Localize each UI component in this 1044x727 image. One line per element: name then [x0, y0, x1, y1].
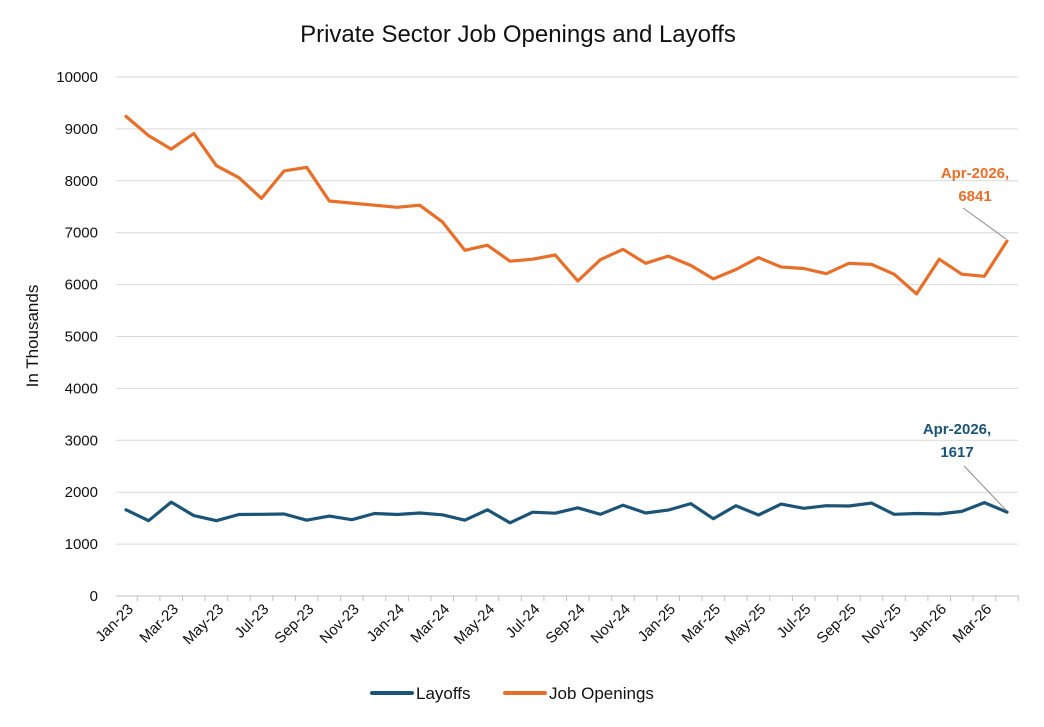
annotation-label: Apr-2026, — [941, 165, 1009, 182]
x-tick-label: Jul-23 — [231, 601, 272, 642]
y-axis-title: In Thousands — [23, 285, 42, 388]
x-tick-label: Sep-25 — [813, 601, 859, 647]
gridlines — [116, 76, 1018, 545]
x-tick-label: Sep-24 — [542, 601, 588, 647]
annotation-value: 1617 — [940, 444, 973, 461]
x-tick-label: Sep-23 — [271, 601, 317, 647]
x-tick-label: Jan-25 — [635, 601, 679, 645]
data-annotations: Apr-2026, 6841 Apr-2026, 1617 — [923, 165, 1009, 511]
x-tick-label: Nov-24 — [588, 601, 634, 647]
annotation-leader-line — [963, 465, 1007, 511]
y-tick-label: 1000 — [65, 536, 98, 553]
y-axis-ticks: 0 1000 2000 3000 4000 5000 6000 7000 8000 9000 100… — [56, 69, 98, 605]
legend: Layoffs Job Openings — [370, 684, 654, 703]
x-axis — [116, 595, 1019, 601]
x-tick-label: May-23 — [180, 601, 227, 648]
annotation-value: 6841 — [958, 188, 991, 205]
x-tick-label: May-25 — [722, 601, 769, 648]
legend-label: Layoffs — [416, 684, 471, 703]
y-tick-label: 0 — [90, 588, 98, 605]
y-tick-label: 4000 — [65, 380, 98, 397]
x-tick-label: Jan-23 — [92, 601, 136, 645]
x-tick-label: Mar-26 — [950, 601, 996, 647]
annotation-leader-line — [962, 207, 1007, 240]
y-tick-label: 8000 — [65, 173, 98, 190]
series-lines — [124, 114, 1009, 525]
y-tick-label: 3000 — [65, 432, 98, 449]
x-tick-label: Nov-23 — [317, 601, 363, 647]
x-tick-label: Mar-24 — [407, 601, 453, 647]
series-line-job-openings — [124, 114, 1009, 296]
x-tick-label: Jan-26 — [906, 601, 950, 645]
x-tick-label: Mar-25 — [679, 601, 725, 647]
x-tick-label: Nov-25 — [859, 601, 905, 647]
y-tick-label: 7000 — [65, 225, 98, 242]
y-tick-label: 5000 — [65, 329, 98, 346]
y-tick-label: 10000 — [56, 69, 98, 86]
x-tick-label: May-24 — [451, 601, 498, 648]
y-tick-label: 9000 — [65, 121, 98, 138]
x-tick-label: Jul-25 — [774, 601, 815, 642]
legend-label: Job Openings — [549, 684, 654, 703]
annotation-label: Apr-2026, — [923, 421, 991, 438]
chart-title: Private Sector Job Openings and Layoffs — [300, 21, 736, 48]
series-line-layoffs — [124, 500, 1009, 525]
x-tick-label: Jan-24 — [363, 601, 407, 645]
y-tick-label: 2000 — [65, 484, 98, 501]
x-tick-label: Mar-23 — [136, 601, 182, 647]
y-tick-label: 6000 — [65, 277, 98, 294]
x-tick-label: Jul-24 — [503, 601, 544, 642]
